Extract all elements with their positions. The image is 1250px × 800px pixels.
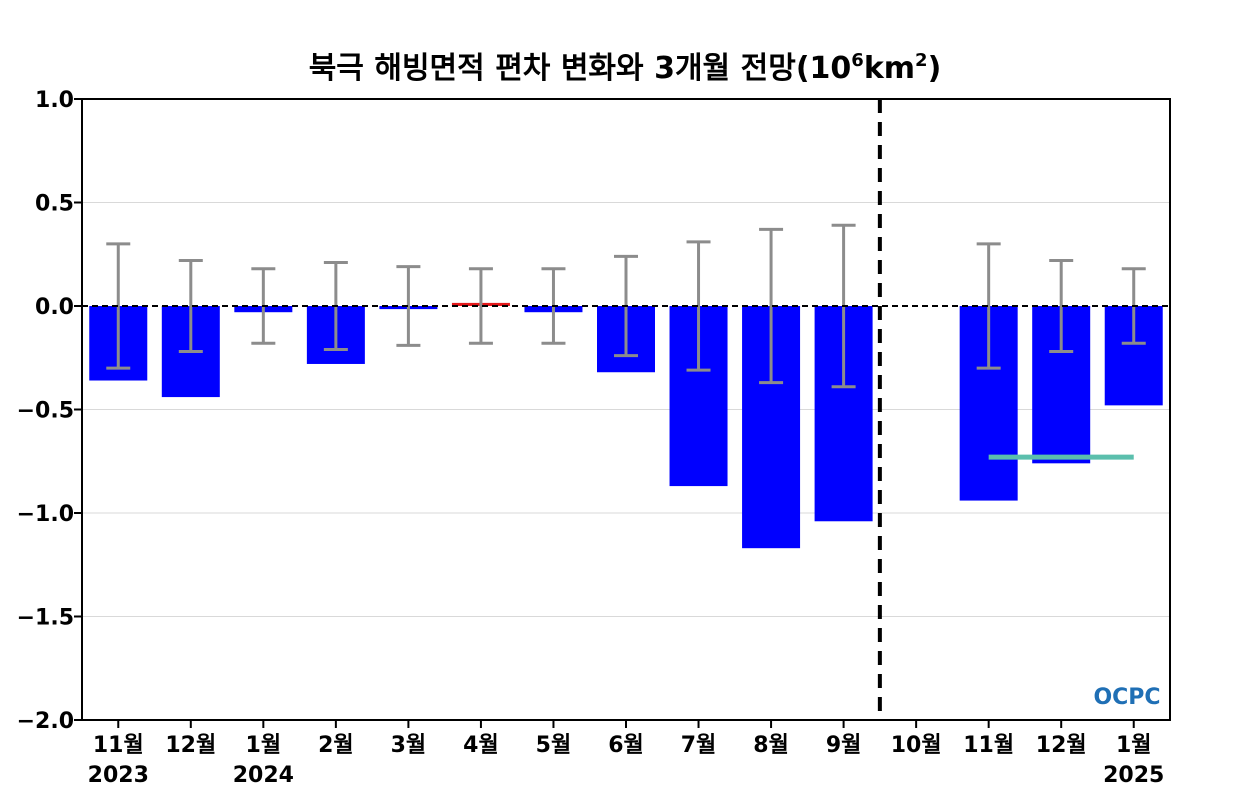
ocpc-logo: OCPC [1093, 685, 1160, 710]
error-bar-4 [396, 265, 421, 347]
chart-title: 북극 해빙면적 편차 변화와 3개월 전망(106km2) [309, 50, 942, 86]
error-bar-0 [106, 242, 131, 370]
x-tick-label: 11월 [93, 733, 144, 758]
x-tick-label: 9월 [826, 733, 862, 758]
y-tick-label: −2.0 [17, 709, 74, 734]
y-tick-label: −0.5 [17, 399, 74, 424]
error-bar-5 [468, 267, 493, 345]
y-tick-label: −1.5 [17, 606, 74, 631]
title-unit-mid: km [864, 51, 915, 86]
y-tick-label: 0.0 [35, 295, 74, 320]
error-bar-12 [976, 242, 1001, 370]
y-axis: 1.0 0.5 0.0 −0.5 −1.0 −1.5 −2.0 [17, 88, 82, 734]
year-label: 2025 [1103, 763, 1164, 788]
x-tick-label: 4월 [463, 733, 499, 758]
x-tick-label: 3월 [391, 733, 427, 758]
x-tick-label: 1월 [1116, 733, 1152, 758]
x-tick-label: 1월 [246, 733, 282, 758]
y-tick-label: 1.0 [35, 88, 74, 113]
title-unit-exp2: 2 [915, 50, 928, 71]
title-unit-exp1: 6 [851, 50, 864, 71]
x-tick-label: 12월 [1036, 733, 1087, 758]
error-bar-8 [686, 240, 711, 372]
year-label: 2023 [88, 763, 149, 788]
overlays [82, 99, 1170, 720]
title-unit-open: (10 [796, 51, 851, 86]
x-tick-label: 2월 [318, 733, 354, 758]
error-bar-1 [178, 258, 203, 354]
y-tick-label: 0.5 [35, 192, 74, 217]
error-bar-9 [759, 227, 784, 385]
title-unit-close: ) [928, 51, 942, 86]
y-tick-label: −1.0 [17, 502, 74, 527]
year-label: 2024 [233, 763, 294, 788]
x-axis: 11월 12월 1월 2월 3월 4월 5월 6월 7월 8월 9월 10월 11월 12월 1월 2023 2… [88, 720, 1164, 788]
error-bar-13 [1049, 258, 1074, 354]
x-tick-label: 6월 [608, 733, 644, 758]
x-tick-label: 11월 [963, 733, 1014, 758]
x-tick-label: 10월 [891, 733, 942, 758]
x-tick-label: 5월 [536, 733, 572, 758]
chart-title-text: 북극 해빙면적 편차 변화와 3개월 전망 [309, 51, 796, 86]
x-tick-label: 12월 [165, 733, 216, 758]
x-tick-label: 8월 [753, 733, 789, 758]
x-tick-label: 7월 [681, 733, 717, 758]
